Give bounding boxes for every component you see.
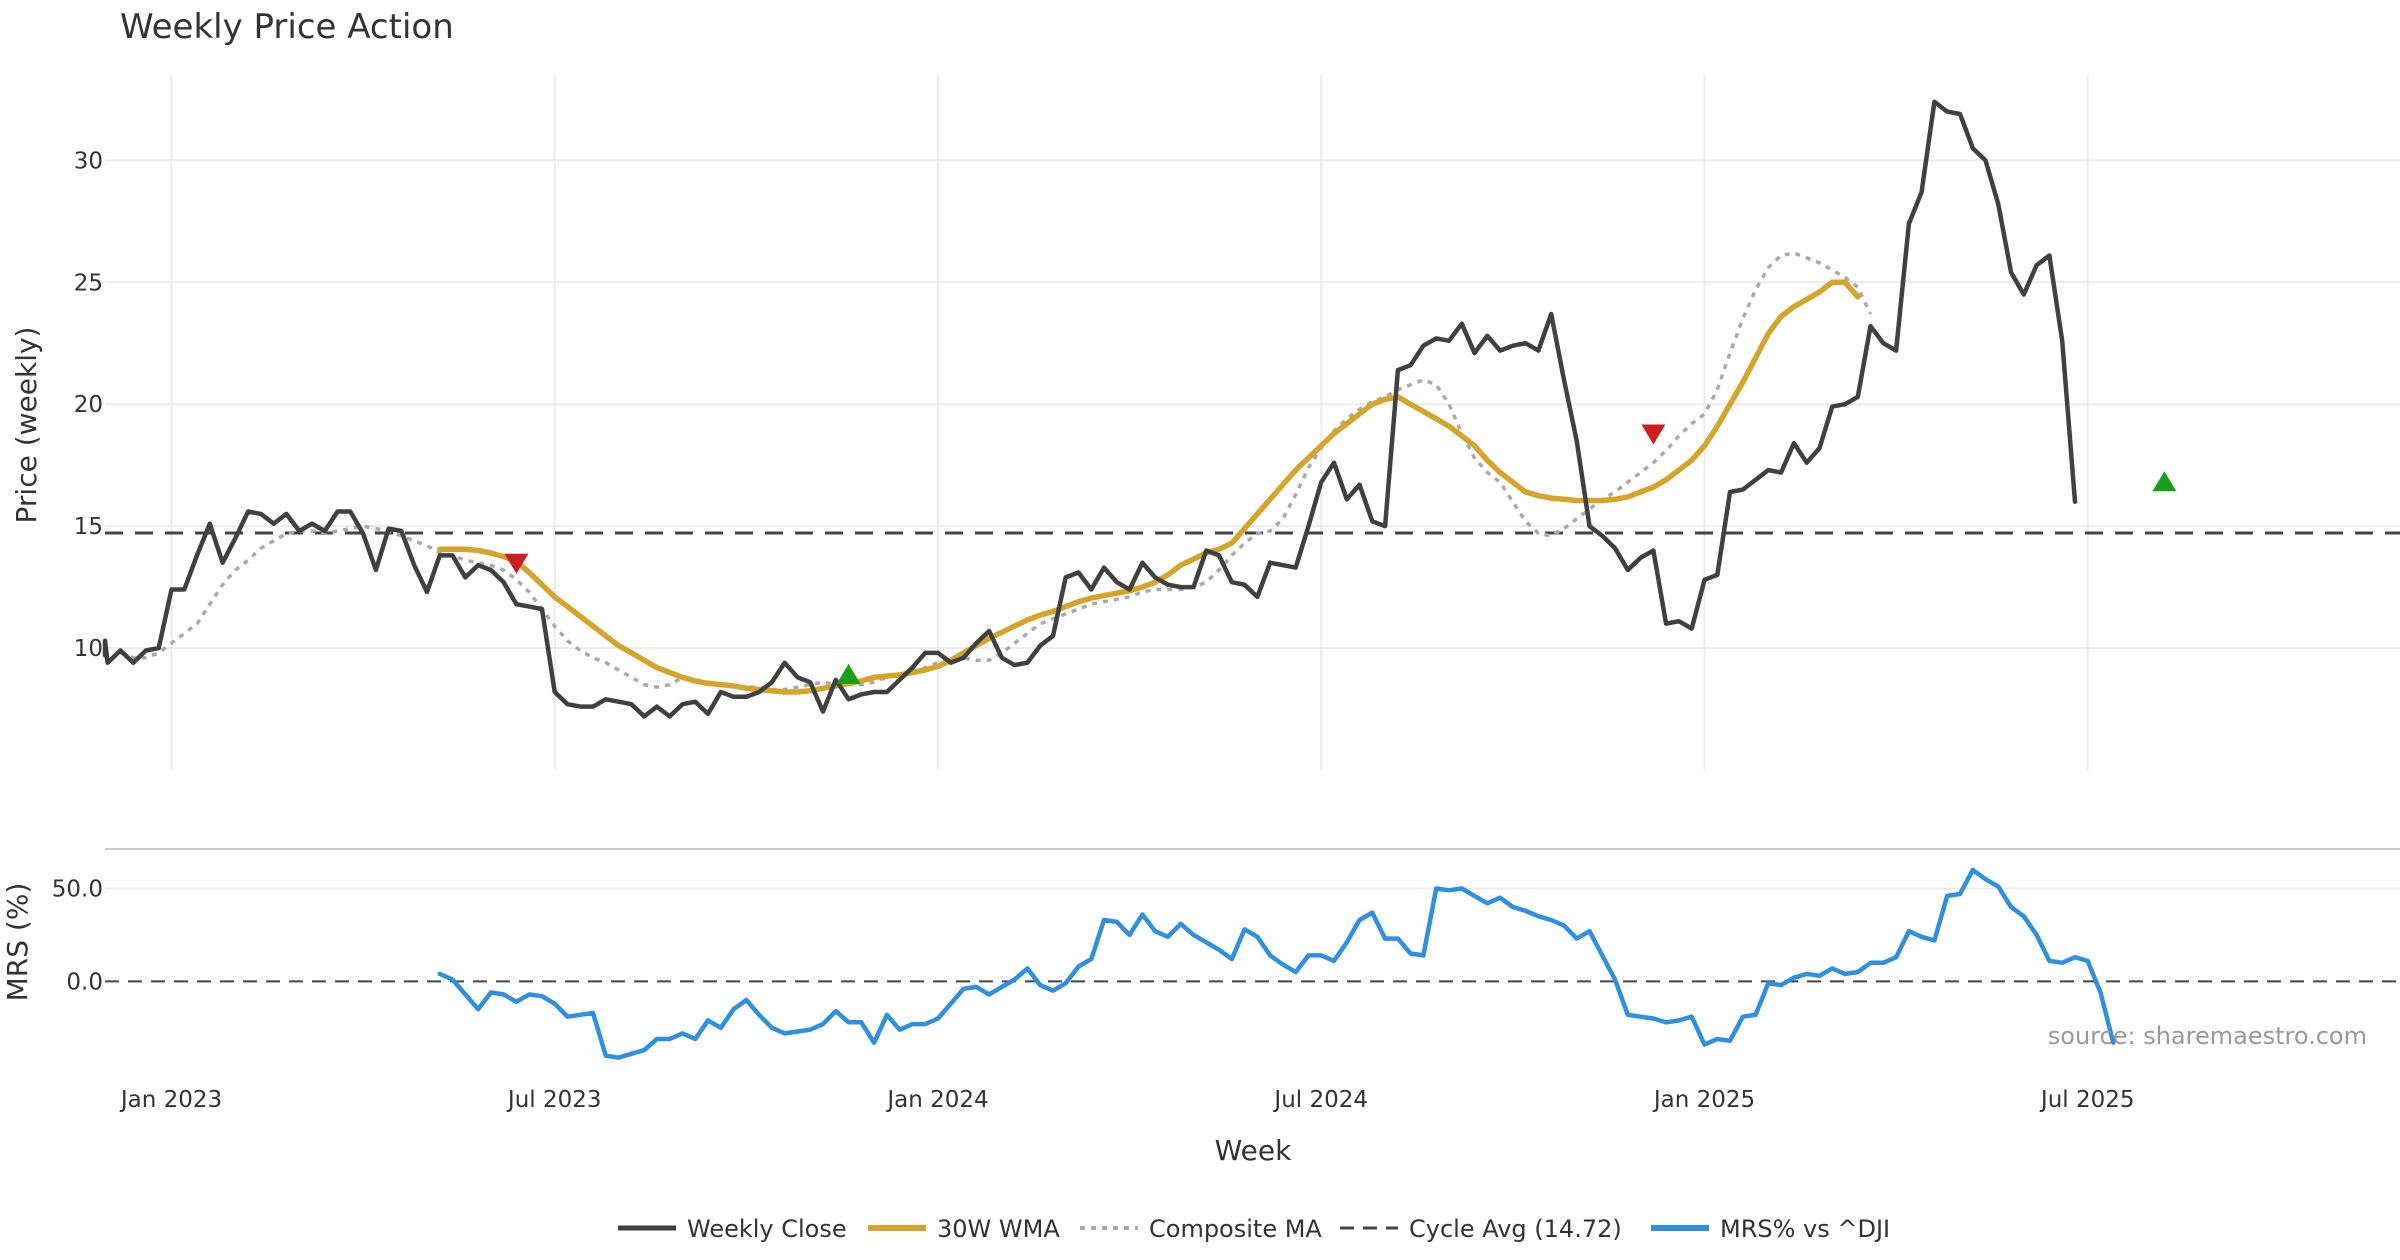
buy-signal-marker [836,663,861,684]
legend-label: Weekly Close [687,1215,847,1243]
legend-label: Cycle Avg (14.72) [1409,1215,1622,1243]
legend-label: Composite MA [1149,1215,1322,1243]
x-tick-label: Jan 2024 [885,1087,988,1113]
sell-signal-marker [504,553,529,574]
price-panel: 10 15 20 25 30 [74,75,2400,770]
x-tick-label: Jan 2025 [1652,1087,1755,1113]
x-axis-label: Week [1215,1134,1292,1167]
mrs-panel: 0.0 50.0 [52,867,2400,1060]
price-y-tick-label: 10 [74,636,103,662]
price-y-tick-label: 25 [74,270,103,296]
price-y-tick-label: 15 [74,514,103,540]
composite-ma-line [119,251,1873,692]
mrs-line [437,867,2116,1060]
buy-signal-marker [2152,471,2177,492]
weekly-close-line [102,99,2078,719]
x-tick-label: Jul 2025 [2039,1087,2135,1113]
price-y-tick-label: 20 [74,392,103,418]
mrs-y-axis-label: MRS (%) [1,883,34,1002]
legend: Weekly Close 30W WMA Composite MA Cycle Avg… [618,1215,1890,1243]
legend-label: MRS% vs ^DJI [1720,1215,1890,1243]
price-y-tick-label: 30 [74,148,103,174]
legend-label: 30W WMA [937,1215,1060,1243]
x-tick-label: Jan 2023 [119,1087,222,1113]
sell-signal-marker [1641,424,1666,445]
x-tick-label: Jul 2023 [506,1087,602,1113]
mrs-y-tick-label: 0.0 [66,969,103,995]
mrs-y-tick-label: 50.0 [52,876,103,902]
chart-title: Weekly Price Action [120,7,454,47]
x-tick-label: Jul 2024 [1272,1087,1368,1113]
price-y-axis-label: Price (weekly) [10,327,43,524]
wma-30w-line [437,279,1861,695]
source-annotation: source: sharemaestro.com [2048,1022,2367,1050]
